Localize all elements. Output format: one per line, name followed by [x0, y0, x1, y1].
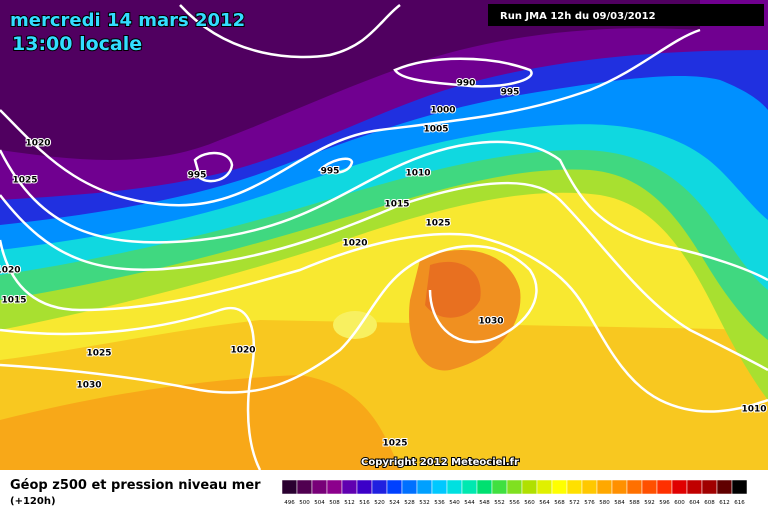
- isobar-labels: 990 995 1000 1005 1020 1025 995 995 1010…: [0, 78, 768, 450]
- date-title: mercredi 14 mars 2012: [10, 10, 245, 31]
- colorbar-swatch: [431, 479, 448, 495]
- colorbar-label: 544: [464, 500, 475, 506]
- forecast-hour: (+120h): [10, 496, 56, 507]
- colorbar-swatch: [341, 479, 358, 495]
- isobar-label: 1030: [76, 381, 101, 391]
- colorbar-label: 600: [674, 500, 685, 506]
- colorbar-label: 560: [524, 500, 535, 506]
- colorbar-swatch: [461, 479, 478, 495]
- colorbar-swatch: [671, 479, 688, 495]
- colorbar-swatch: [701, 479, 718, 495]
- isobar-label: 1025: [86, 349, 111, 359]
- isobar-label: 1015: [384, 200, 409, 210]
- time-title: 13:00 locale: [12, 33, 142, 55]
- colorbar-label: 592: [644, 500, 655, 506]
- colorbar-label: 524: [389, 500, 400, 506]
- colorbar-label: 604: [689, 500, 700, 506]
- colorbar-label: 556: [509, 500, 520, 506]
- isobar-label: 1010: [405, 169, 430, 179]
- isobar-label: 1020: [230, 346, 255, 356]
- colorbar-swatch: [356, 479, 373, 495]
- isobar-label: 1025: [425, 219, 450, 229]
- colorbar-swatch: [641, 479, 658, 495]
- isobar-label: 1005: [423, 125, 448, 135]
- colorbar-label: 568: [554, 500, 565, 506]
- colorbar-label: 528: [404, 500, 415, 506]
- colorbar-swatch: [581, 479, 598, 495]
- colorbar-swatch: [371, 479, 388, 495]
- colorbar-label: 540: [449, 500, 460, 506]
- colorbar-label: 548: [479, 500, 490, 506]
- colorbar-label: 500: [299, 500, 310, 506]
- isobar-label: 1000: [430, 106, 455, 116]
- colorbar-label: 496: [284, 500, 295, 506]
- isobar-label: 995: [321, 167, 340, 177]
- colorbar-label: 616: [734, 500, 745, 506]
- copyright: Copyright 2012 Meteociel.fr: [361, 457, 519, 468]
- colorbar-swatch: [506, 479, 523, 495]
- isobar-label: 1020: [0, 266, 21, 276]
- colorbar-label: 564: [539, 500, 550, 506]
- colorbar-label: 612: [719, 500, 730, 506]
- colorbar-swatch: [731, 479, 748, 495]
- colorbar-label: 580: [599, 500, 610, 506]
- colorbar-swatch: [311, 479, 328, 495]
- legend-title: Géop z500 et pression niveau mer: [10, 478, 261, 493]
- colorbar-label: 572: [569, 500, 580, 506]
- isobar-label: 1025: [12, 176, 37, 186]
- colorbar-swatch: [686, 479, 703, 495]
- colorbar-label: 596: [659, 500, 670, 506]
- colorbar-swatch: [656, 479, 673, 495]
- colorbar-swatch: [521, 479, 538, 495]
- colorbar-swatch: [476, 479, 493, 495]
- colorbar-swatch: [281, 479, 298, 495]
- isobar-label: 995: [188, 171, 207, 181]
- colorbar-swatch: [626, 479, 643, 495]
- map-field: [0, 0, 768, 470]
- isobar-label: 1020: [342, 239, 367, 249]
- run-info: Run JMA 12h du 09/03/2012: [500, 11, 656, 22]
- colorbar-label: 576: [584, 500, 595, 506]
- colorbar-label: 504: [314, 500, 325, 506]
- colorbar-label: 552: [494, 500, 505, 506]
- colorbar-swatch: [401, 479, 418, 495]
- isobar-label: 995: [501, 88, 520, 98]
- colorbar-label: 608: [704, 500, 715, 506]
- colorbar-swatch: [386, 479, 403, 495]
- isobar-label: 1030: [478, 317, 503, 327]
- colorbar-swatch: [551, 479, 568, 495]
- colorbar-label: 520: [374, 500, 385, 506]
- colorbar-label: 532: [419, 500, 430, 506]
- colorbar: 496 500 504 508 512 516 520 524 528 532 536 540 544 5…: [281, 479, 748, 506]
- isobar-label: 1025: [382, 439, 407, 449]
- isobars: [0, 4, 768, 471]
- colorbar-label: 516: [359, 500, 370, 506]
- isobar-label: 1020: [25, 139, 50, 149]
- colorbar-swatch: [491, 479, 508, 495]
- isobar-label: 990: [457, 79, 476, 89]
- run-box: [488, 4, 764, 26]
- colorbar-label: 508: [329, 500, 340, 506]
- colorbar-label: 512: [344, 500, 355, 506]
- colorbar-swatch: [536, 479, 553, 495]
- colorbar-swatch: [566, 479, 583, 495]
- colorbar-swatch: [296, 479, 313, 495]
- colorbar-swatch: [716, 479, 733, 495]
- colorbar-swatch: [611, 479, 628, 495]
- isobar-label: 1010: [741, 405, 766, 415]
- colorbar-label: 588: [629, 500, 640, 506]
- colorbar-label: 536: [434, 500, 445, 506]
- colorbar-swatch: [416, 479, 433, 495]
- colorbar-swatch: [446, 479, 463, 495]
- colorbar-swatch: [326, 479, 343, 495]
- colorbar-swatch: [596, 479, 613, 495]
- isobar-label: 1015: [1, 296, 26, 306]
- colorbar-label: 584: [614, 500, 625, 506]
